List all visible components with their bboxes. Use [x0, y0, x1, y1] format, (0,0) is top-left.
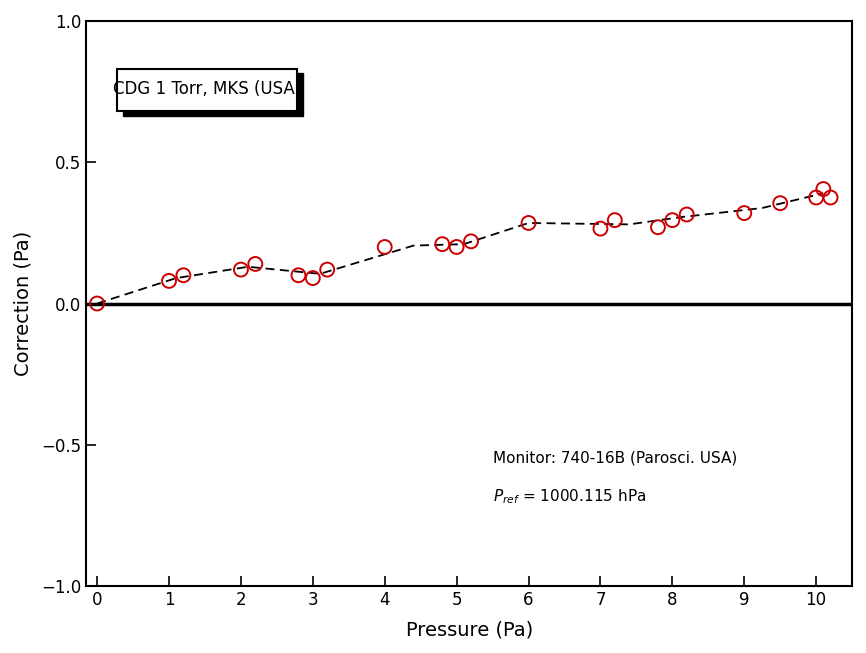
Point	[464, 236, 478, 247]
Text: CDG 1 Torr, MKS (USA): CDG 1 Torr, MKS (USA)	[113, 80, 301, 98]
Text: $P_{ref}$ = 1000.115 hPa: $P_{ref}$ = 1000.115 hPa	[493, 487, 646, 506]
Point	[809, 192, 823, 202]
Point	[817, 184, 830, 195]
Point	[249, 259, 262, 269]
Point	[162, 276, 176, 286]
Y-axis label: Correction (Pa): Correction (Pa)	[14, 231, 33, 376]
Point	[177, 270, 191, 281]
Point	[449, 242, 463, 252]
Point	[824, 192, 837, 202]
Point	[306, 273, 320, 283]
FancyBboxPatch shape	[123, 73, 303, 116]
Point	[234, 264, 248, 275]
Point	[593, 223, 607, 234]
Point	[680, 209, 694, 219]
Point	[521, 217, 535, 228]
Point	[651, 222, 665, 232]
Point	[608, 215, 622, 225]
Point	[773, 198, 787, 208]
Point	[90, 298, 104, 309]
Point	[737, 208, 751, 218]
Text: Monitor: 740-16B (Parosci. USA): Monitor: 740-16B (Parosci. USA)	[493, 451, 737, 466]
Point	[378, 242, 391, 252]
Point	[320, 264, 334, 275]
X-axis label: Pressure (Pa): Pressure (Pa)	[405, 620, 533, 639]
Point	[665, 215, 679, 225]
Point	[436, 239, 449, 249]
Point	[292, 270, 306, 281]
FancyBboxPatch shape	[117, 69, 297, 111]
